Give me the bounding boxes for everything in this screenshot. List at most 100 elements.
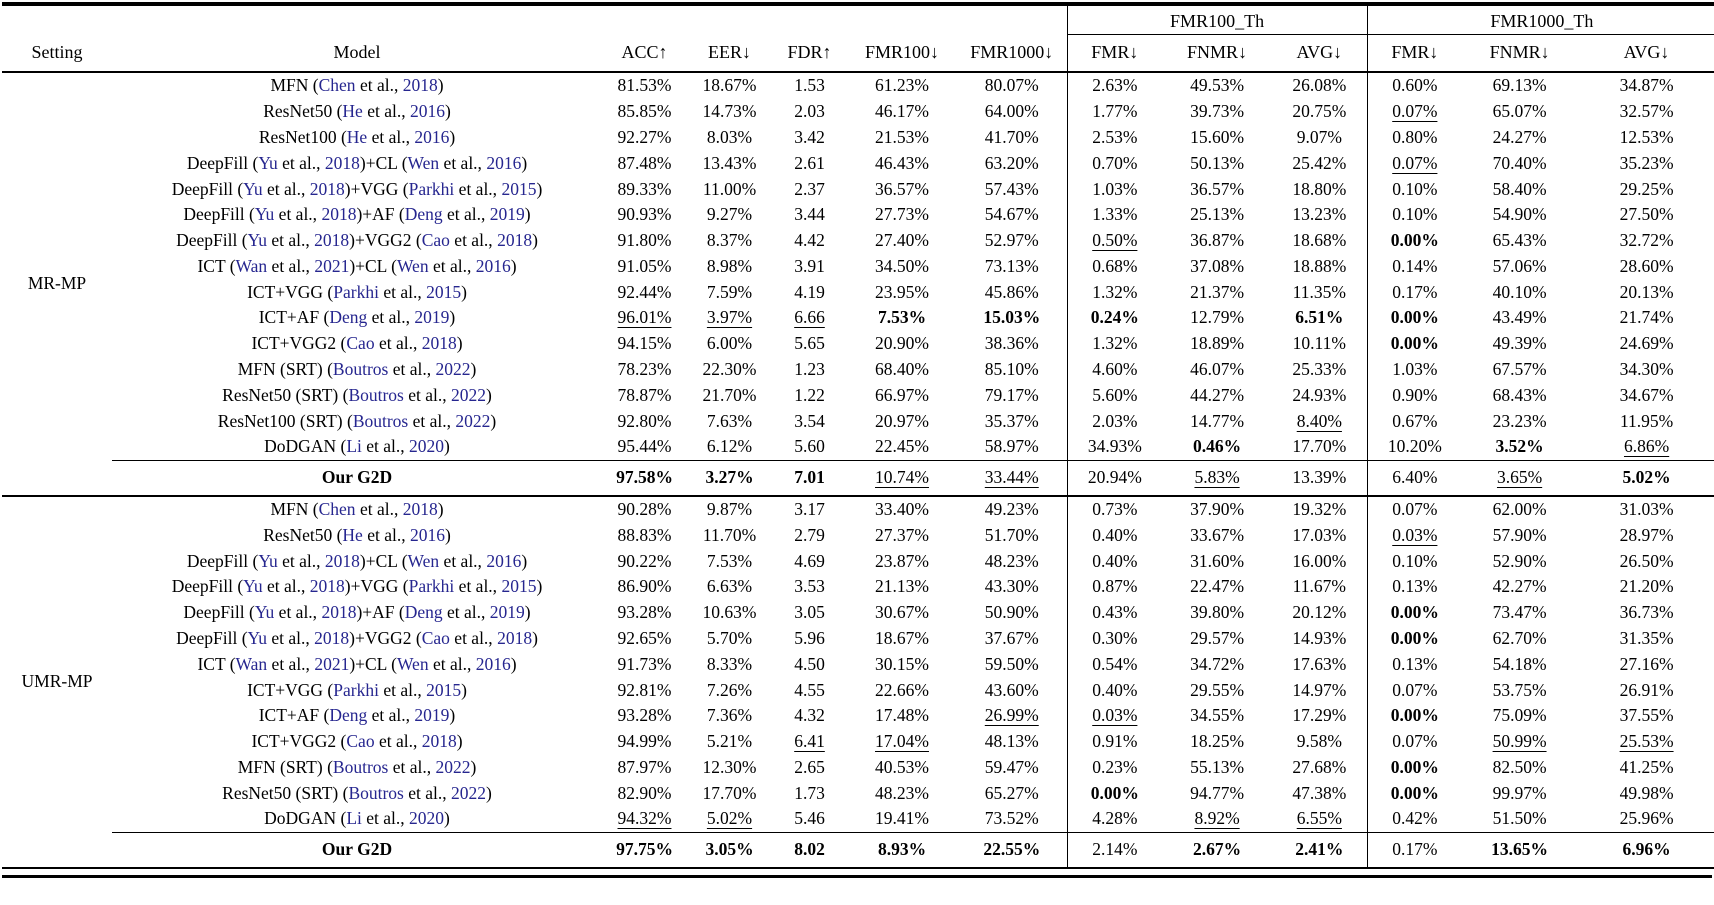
citation-link[interactable]: 2018	[309, 178, 345, 199]
citation-link[interactable]: Boutros	[332, 756, 389, 777]
citation-link[interactable]: 2018	[324, 152, 360, 173]
citation-link[interactable]: He	[342, 101, 363, 122]
metric-value: 20.12%	[1292, 602, 1347, 623]
citation-link[interactable]: 2019	[489, 602, 525, 623]
metric-value: 94.99%	[617, 731, 672, 752]
citation-link[interactable]: 2016	[475, 653, 511, 674]
citation-link[interactable]: 2018	[402, 75, 438, 96]
citation-link[interactable]: Deng	[329, 705, 368, 726]
citation-link[interactable]: Wen	[396, 255, 429, 276]
citation-link[interactable]: 2018	[314, 230, 350, 251]
citation-link[interactable]: Yu	[254, 602, 275, 623]
citation-link[interactable]: Cao	[421, 230, 450, 251]
citation-link[interactable]: 2022	[435, 756, 471, 777]
citation-link[interactable]: 2018	[421, 731, 457, 752]
citation-link[interactable]: Deng	[404, 602, 443, 623]
metric-value: 65.07%	[1492, 101, 1547, 122]
citation-link[interactable]: 2018	[314, 628, 350, 649]
metric-value: 0.50%	[1066, 227, 1163, 254]
citation-link[interactable]: Cao	[346, 731, 375, 752]
metric-value: 0.07%	[1366, 98, 1463, 125]
citation-link[interactable]: Boutros	[332, 358, 389, 379]
citation-link[interactable]: 2018	[321, 204, 357, 225]
metric-value: 48.13%	[984, 731, 1039, 752]
citation-link[interactable]: 2016	[409, 101, 445, 122]
metric-value: 8.37%	[706, 230, 753, 251]
citation-link[interactable]: 2020	[409, 436, 445, 457]
citation-link[interactable]: 2016	[409, 524, 445, 545]
citation-link[interactable]: Boutros	[348, 782, 404, 803]
citation-link[interactable]: Parkhi	[408, 576, 455, 597]
citation-link[interactable]: Boutros	[348, 384, 404, 405]
citation-link[interactable]: Wen	[407, 152, 440, 173]
citation-link[interactable]: Parkhi	[408, 178, 455, 199]
citation-link[interactable]: Deng	[329, 307, 368, 328]
citation-link[interactable]: Wan	[235, 255, 268, 276]
citation-link[interactable]: Deng	[404, 204, 443, 225]
citation-link[interactable]: 2019	[414, 705, 450, 726]
citation-link[interactable]: 2016	[475, 255, 511, 276]
citation-link[interactable]: Li	[346, 436, 362, 457]
citation-link[interactable]: Yu	[243, 576, 263, 597]
citation-link[interactable]: 2022	[451, 782, 487, 803]
metric-value: 33.67%	[1190, 524, 1245, 545]
citation-link[interactable]: 2018	[324, 550, 360, 571]
citation-link[interactable]: Yu	[247, 628, 267, 649]
block-mr-mp: MR-MP MFN (Chen et al., 2018) 81.53% 18.67%…	[2, 72, 1714, 496]
citation-link[interactable]: He	[342, 524, 363, 545]
citation-link[interactable]: 2016	[486, 152, 522, 173]
citation-link[interactable]: 2022	[451, 384, 487, 405]
citation-link[interactable]: Parkhi	[333, 281, 379, 302]
metric-value: 18.25%	[1190, 731, 1245, 752]
metric-value: 0.00%	[1366, 780, 1463, 807]
citation-link[interactable]: Cao	[421, 628, 450, 649]
citation-link[interactable]: Wen	[407, 550, 440, 571]
citation-link[interactable]: Yu	[247, 230, 267, 251]
citation-link[interactable]: Parkhi	[333, 679, 379, 700]
citation-link[interactable]: 2019	[489, 204, 525, 225]
metric-value: 37.55%	[1619, 705, 1674, 726]
metric-value: 7.53%	[706, 550, 753, 571]
metric-value: 46.43%	[875, 152, 929, 173]
citation-link[interactable]: Wan	[235, 653, 268, 674]
citation-link[interactable]: Chen	[318, 75, 356, 96]
metric-value: 24.27%	[1492, 126, 1547, 147]
citation-link[interactable]: Yu	[243, 178, 263, 199]
citation-link[interactable]: 2018	[497, 230, 533, 251]
citation-link[interactable]: 2022	[435, 358, 471, 379]
metric-value: 9.87%	[706, 499, 753, 520]
citation-link[interactable]: 2018	[321, 602, 357, 623]
citation-link[interactable]: Boutros	[352, 410, 409, 431]
citation-link[interactable]: Yu	[254, 204, 275, 225]
citation-link[interactable]: 2022	[455, 410, 491, 431]
citation-link[interactable]: 2018	[497, 628, 533, 649]
citation-link[interactable]: 2018	[421, 333, 457, 354]
metric-value: 0.68%	[1066, 253, 1163, 280]
citation-link[interactable]: 2018	[402, 499, 438, 520]
citation-link[interactable]: 2019	[414, 307, 450, 328]
table-row: DeepFill (Yu et al., 2018)+VGG (Parkhi e…	[2, 176, 1714, 202]
citation-link[interactable]: 2015	[501, 576, 537, 597]
citation-link[interactable]: 2015	[426, 281, 462, 302]
citation-link[interactable]: 2016	[414, 126, 450, 147]
citation-link[interactable]: Chen	[318, 499, 356, 520]
citation-link[interactable]: He	[346, 126, 368, 147]
metric-value: 9.27%	[706, 204, 753, 225]
citation-link[interactable]: 2016	[486, 550, 522, 571]
citation-link[interactable]: 2020	[409, 808, 445, 829]
citation-link[interactable]: Yu	[258, 550, 278, 571]
citation-link[interactable]: 2021	[314, 255, 350, 276]
metric-value: 65.27%	[984, 782, 1039, 803]
citation-link[interactable]: Yu	[258, 152, 278, 173]
citation-link[interactable]: Li	[346, 808, 362, 829]
metric-value: 27.37%	[875, 524, 929, 545]
citation-link[interactable]: Cao	[346, 333, 375, 354]
citation-link[interactable]: 2015	[501, 178, 537, 199]
citation-link[interactable]: 2018	[309, 576, 345, 597]
group-header-row: FMR100_Th FMR1000_Th	[2, 4, 1714, 35]
citation-link[interactable]: 2021	[314, 653, 350, 674]
metric-value: 64.00%	[984, 101, 1039, 122]
citation-link[interactable]: 2015	[426, 679, 462, 700]
citation-link[interactable]: Wen	[396, 653, 429, 674]
metric-value: 48.23%	[984, 550, 1039, 571]
